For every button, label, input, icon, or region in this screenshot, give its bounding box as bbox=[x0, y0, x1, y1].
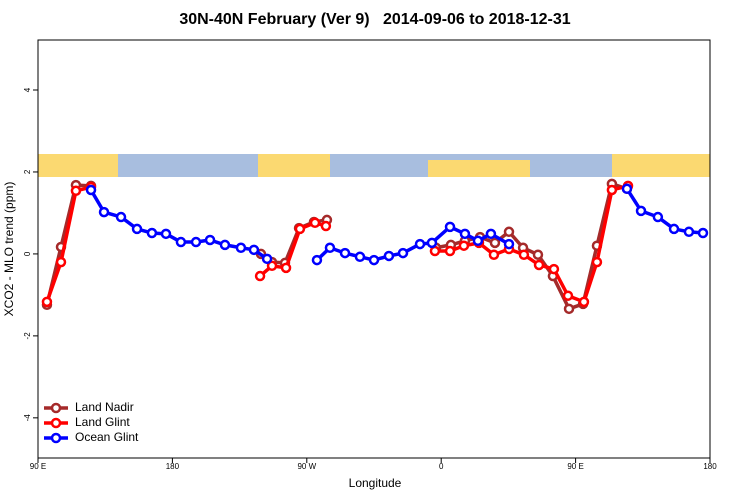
data-point bbox=[339, 247, 351, 259]
data-point bbox=[261, 253, 273, 265]
data-point bbox=[459, 228, 471, 240]
chart-title: 30N-40N February (Ver 9) 2014-09-06 to 2… bbox=[179, 11, 570, 28]
world-map-band bbox=[38, 154, 710, 177]
data-point bbox=[219, 239, 231, 251]
data-point bbox=[294, 223, 306, 235]
x-tick-label: 90 E bbox=[567, 462, 583, 471]
data-point bbox=[414, 238, 426, 250]
data-point bbox=[41, 296, 53, 308]
data-point bbox=[548, 263, 560, 275]
data-point bbox=[311, 254, 323, 266]
data-point bbox=[621, 183, 633, 195]
y-axis-label: XCO2 - MLO trend (ppm) bbox=[2, 182, 16, 317]
data-point bbox=[429, 245, 441, 257]
data-point bbox=[489, 237, 501, 249]
data-point bbox=[324, 242, 336, 254]
data-point bbox=[485, 228, 497, 240]
data-point bbox=[458, 240, 470, 251]
data-point bbox=[368, 254, 380, 266]
data-point bbox=[320, 220, 332, 232]
data-point bbox=[70, 185, 82, 197]
data-point bbox=[175, 236, 187, 248]
data-point bbox=[444, 245, 456, 257]
data-point bbox=[248, 244, 260, 256]
x-tick-label: 180 bbox=[703, 462, 717, 471]
data-point bbox=[652, 211, 664, 223]
data-point bbox=[354, 251, 366, 263]
data-point bbox=[235, 242, 247, 254]
data-point bbox=[488, 249, 500, 260]
y-tick-label: 0 bbox=[23, 251, 32, 256]
legend-marker bbox=[50, 417, 62, 429]
data-point bbox=[503, 226, 515, 238]
data-point bbox=[591, 256, 603, 268]
y-tick-label: -4 bbox=[23, 414, 32, 422]
data-point bbox=[266, 260, 278, 272]
data-point bbox=[85, 184, 97, 196]
data-point bbox=[55, 256, 67, 268]
data-point bbox=[309, 217, 321, 229]
data-point bbox=[190, 236, 202, 248]
data-point bbox=[254, 270, 266, 282]
data-point bbox=[563, 303, 575, 315]
data-point bbox=[668, 223, 680, 235]
data-point bbox=[131, 223, 143, 235]
legend-marker bbox=[50, 432, 62, 444]
data-point bbox=[204, 234, 216, 246]
series-line bbox=[45, 182, 628, 311]
x-axis-label: Longitude bbox=[349, 476, 402, 490]
data-point bbox=[472, 235, 484, 247]
x-tick-label: 90 W bbox=[297, 462, 316, 471]
data-point bbox=[562, 290, 574, 301]
data-point bbox=[606, 184, 618, 196]
data-point bbox=[444, 221, 456, 233]
data-point bbox=[383, 250, 395, 262]
y-tick-label: 4 bbox=[23, 87, 32, 92]
data-point bbox=[115, 211, 127, 223]
data-point bbox=[146, 227, 158, 239]
data-point bbox=[503, 238, 515, 250]
data-point bbox=[578, 296, 590, 308]
x-tick-label: 180 bbox=[166, 462, 180, 471]
y-tick-label: -2 bbox=[23, 332, 32, 340]
legend-label: Ocean Glint bbox=[75, 430, 139, 444]
data-point bbox=[532, 249, 544, 260]
data-point bbox=[635, 205, 647, 217]
series-line bbox=[45, 184, 629, 304]
x-tick-label: 0 bbox=[439, 462, 444, 471]
y-tick-label: 2 bbox=[23, 169, 32, 174]
data-point bbox=[98, 206, 110, 218]
plot-frame bbox=[37, 39, 711, 459]
legend-label: Land Nadir bbox=[75, 400, 134, 414]
data-point bbox=[280, 262, 292, 274]
data-point bbox=[697, 227, 709, 239]
data-point bbox=[160, 228, 172, 240]
legend-label: Land Glint bbox=[75, 415, 130, 429]
data-point bbox=[426, 237, 438, 249]
data-point bbox=[533, 259, 545, 271]
data-point bbox=[518, 249, 530, 260]
data-point bbox=[397, 247, 409, 259]
data-point bbox=[683, 226, 695, 238]
x-tick-label: 90 E bbox=[30, 462, 46, 471]
legend-marker bbox=[50, 402, 62, 414]
